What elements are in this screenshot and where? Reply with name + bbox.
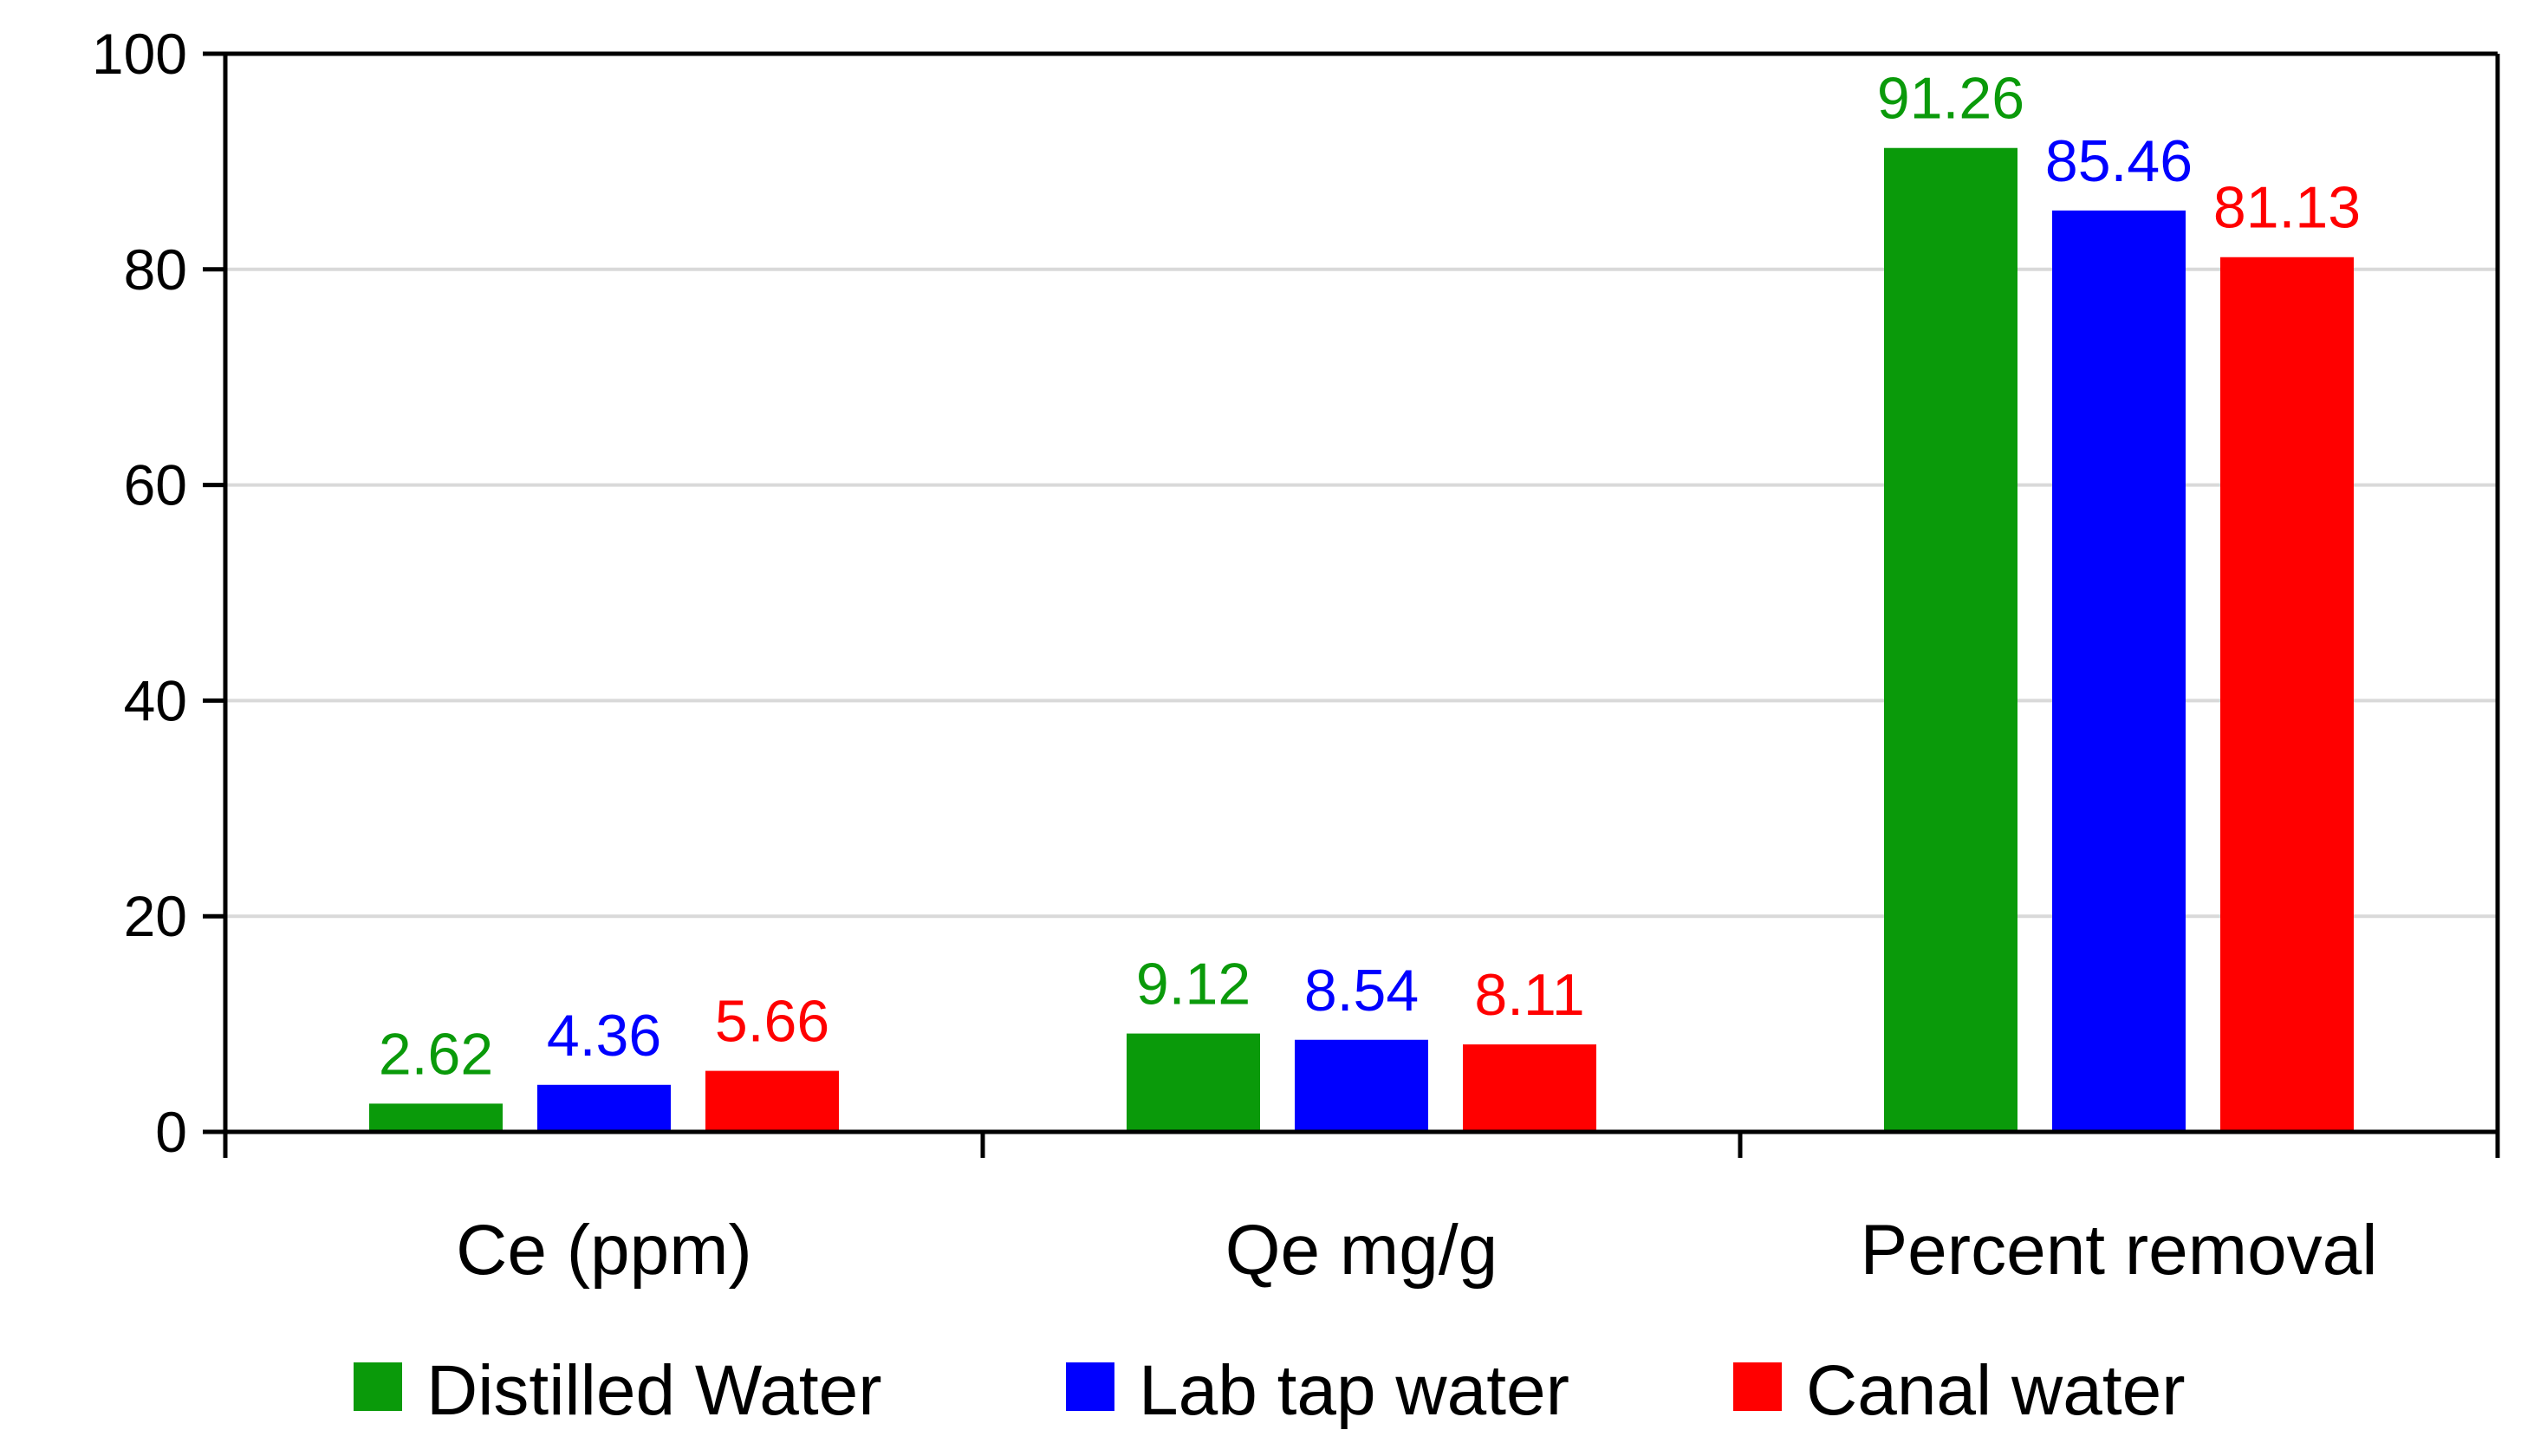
y-tick-label: 80 xyxy=(124,237,187,302)
y-tick-label: 60 xyxy=(124,453,187,517)
x-category-label: Percent removal xyxy=(1860,1211,2377,1290)
data-label: 81.13 xyxy=(2213,175,2361,241)
data-label: 9.12 xyxy=(1136,952,1251,1017)
y-tick-label: 0 xyxy=(155,1100,187,1164)
legend-swatch xyxy=(1733,1362,1782,1411)
legend-swatch xyxy=(354,1362,402,1411)
data-label: 8.11 xyxy=(1474,962,1584,1028)
legend-label: Canal water xyxy=(1806,1351,2186,1430)
data-label: 5.66 xyxy=(715,989,829,1055)
data-label: 2.62 xyxy=(379,1021,493,1087)
x-category-label: Ce (ppm) xyxy=(456,1211,752,1290)
y-tick-label: 100 xyxy=(92,22,187,86)
bar xyxy=(1295,1039,1428,1132)
bar xyxy=(369,1103,503,1132)
y-tick-label: 40 xyxy=(124,668,187,732)
legend-label: Lab tap water xyxy=(1139,1351,1569,1430)
bar xyxy=(1127,1033,1260,1132)
bar xyxy=(705,1070,839,1132)
bar xyxy=(537,1084,671,1132)
bar xyxy=(1463,1044,1596,1132)
bar xyxy=(2220,257,2354,1132)
bar xyxy=(2052,210,2186,1133)
x-category-label: Qe mg/g xyxy=(1225,1211,1498,1290)
data-label: 91.26 xyxy=(1877,66,2024,132)
legend: Distilled Water Lab tap water Canal water xyxy=(354,1351,2186,1430)
bar xyxy=(1884,147,2017,1133)
legend-swatch xyxy=(1066,1362,1114,1411)
axes: 0 20 40 60 80 100 Ce (ppm) Qe mg/g Percent remov… xyxy=(92,22,2500,1290)
data-label: 4.36 xyxy=(547,1003,661,1069)
data-label: 8.54 xyxy=(1304,958,1419,1024)
data-labels: 2.62 4.36 5.66 9.12 8.54 8.11 91.26 85.46 81.13 xyxy=(379,66,2361,1088)
data-label: 85.46 xyxy=(2045,128,2193,194)
y-tick-label: 20 xyxy=(124,884,187,948)
bars xyxy=(369,147,2354,1133)
legend-label: Distilled Water xyxy=(426,1351,882,1430)
